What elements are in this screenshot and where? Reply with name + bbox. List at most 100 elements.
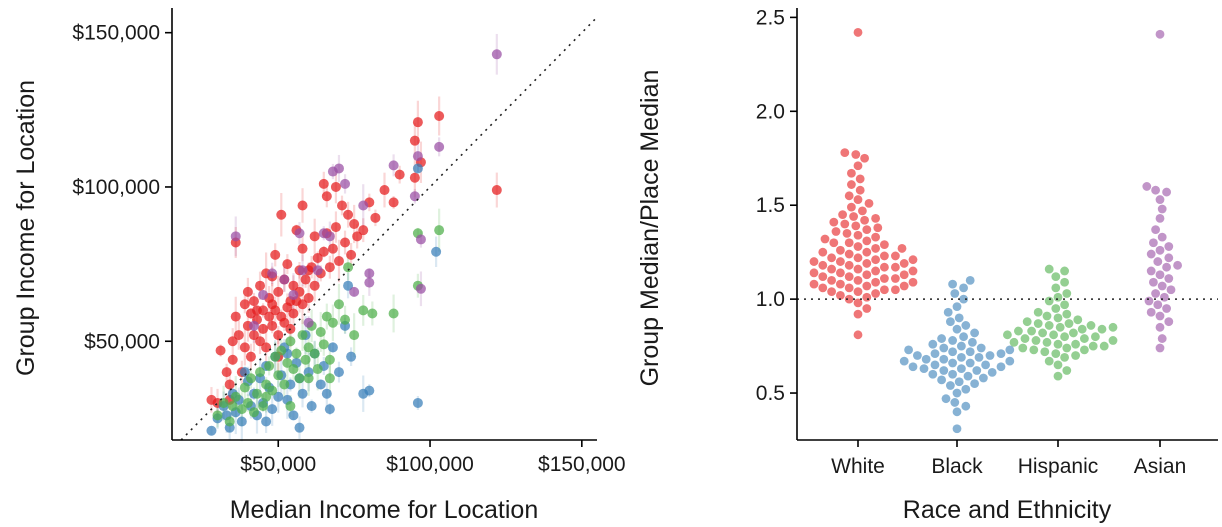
strip-point-hispanic — [1014, 326, 1023, 336]
scatter-point-asian — [288, 289, 299, 300]
strip-point-asian — [1173, 260, 1182, 270]
strip-point-hispanic — [1071, 351, 1080, 360]
strip-point-white — [880, 274, 889, 283]
scatter-point-asian — [415, 283, 426, 294]
scatter-point-asian — [358, 200, 369, 211]
strip-point-white — [818, 247, 828, 257]
strip-point-white — [860, 215, 869, 225]
category-label-asian: Asian — [1134, 455, 1187, 478]
scatter-point-black — [412, 397, 423, 408]
scatter-point-white — [239, 342, 250, 353]
scatter-point-white — [297, 200, 308, 211]
strip-point-white — [855, 174, 865, 184]
strip-point-black — [930, 360, 940, 370]
strip-point-hispanic — [1009, 337, 1019, 347]
scatter-point-asian — [340, 178, 351, 189]
strip-point-hispanic — [1062, 309, 1072, 319]
scatter-point-white — [273, 286, 284, 297]
scatter-point-white — [330, 181, 341, 192]
strip-point-white — [862, 236, 872, 246]
strip-point-white — [871, 244, 880, 253]
scatter-point-asian — [230, 231, 241, 242]
strip-point-white — [862, 259, 872, 268]
strip-point-hispanic — [1060, 332, 1069, 342]
strip-point-white — [842, 228, 852, 238]
strip-point-hispanic — [1040, 347, 1050, 357]
strip-point-black — [943, 307, 953, 317]
y-ticks-right: 0.5 1.0 1.5 2.0 2.5 — [756, 6, 797, 405]
scatter-point-white — [318, 178, 329, 189]
scatter-point-hispanic — [267, 385, 278, 396]
strip-point-white — [853, 242, 863, 251]
strip-point-black — [939, 354, 949, 364]
scatter-point-hispanic — [343, 262, 354, 273]
strip-point-white — [831, 227, 841, 236]
scatter-point-black — [333, 367, 344, 378]
scatter-point-black — [206, 425, 217, 436]
y-tick-label: $50,000 — [84, 330, 160, 353]
scatter-point-asian — [349, 286, 360, 297]
strip-point-black — [939, 366, 949, 375]
strip-point-asian — [1153, 300, 1163, 310]
strip-point-hispanic — [1077, 324, 1087, 334]
strip-point-white — [836, 290, 845, 300]
scatter-point-hispanic — [340, 314, 351, 325]
strip-point-hispanic — [1060, 352, 1069, 362]
strip-point-asian — [1146, 266, 1156, 276]
scatter-point-white — [230, 311, 241, 322]
strip-point-white — [860, 153, 869, 163]
strip-point-white — [827, 253, 836, 263]
category-label-black: Black — [931, 455, 983, 478]
strip-point-black — [957, 352, 966, 362]
strip-point-asian — [1164, 317, 1174, 327]
scatter-point-hispanic — [282, 357, 293, 368]
scatter-point-hispanic — [258, 401, 269, 412]
strip-point-white — [899, 259, 909, 268]
strip-point-black — [939, 343, 949, 353]
strip-point-white — [844, 260, 854, 270]
scatter-point-asian — [324, 231, 335, 242]
scatter-point-hispanic — [327, 317, 338, 328]
strip-point-white — [827, 264, 836, 274]
scatter-point-asian — [294, 228, 305, 239]
scatter-point-black — [306, 401, 317, 412]
strip-point-hispanic — [1042, 337, 1052, 347]
scatter-point-hispanic — [309, 348, 320, 359]
strip-point-black — [921, 354, 931, 364]
strip-point-white — [840, 219, 850, 229]
strip-point-white — [818, 272, 828, 281]
scatter-point-hispanic — [324, 373, 335, 384]
strip-point-white — [844, 238, 854, 248]
strip-point-asian — [1162, 304, 1171, 313]
scatter-point-asian — [491, 49, 502, 60]
scatter-point-white — [388, 197, 399, 208]
strip-point-black — [961, 401, 971, 411]
scatter-point-white — [343, 209, 354, 220]
scatter-point-white — [409, 172, 420, 183]
strip-point-black — [961, 321, 971, 330]
strip-point-hispanic — [1053, 360, 1063, 370]
strip-point-white — [899, 270, 909, 280]
strip-point-hispanic — [1022, 317, 1032, 327]
scatter-point-white — [221, 367, 232, 378]
strip-point-asian — [1157, 232, 1167, 242]
y-tick-label: $150,000 — [72, 22, 160, 45]
strip-point-asian — [1157, 204, 1167, 214]
strip-point-asian — [1149, 238, 1158, 248]
scatter-point-hispanic — [294, 373, 305, 384]
strip-point-white — [862, 270, 872, 280]
x-axis-title-right: Race and Ethnicity — [903, 496, 1112, 524]
strip-point-white — [853, 28, 863, 37]
scatter-point-white — [242, 286, 253, 297]
scatter-point-asian — [364, 268, 375, 279]
strip-point-black — [946, 317, 955, 327]
strip-point-white — [844, 249, 854, 259]
scatter-point-white — [261, 342, 272, 353]
strip-point-black — [954, 313, 964, 323]
strip-point-black — [928, 369, 938, 379]
scatter-point-black — [273, 391, 284, 402]
scatter-point-hispanic — [270, 351, 281, 362]
strip-point-black — [941, 394, 951, 404]
strip-point-black — [957, 341, 966, 351]
